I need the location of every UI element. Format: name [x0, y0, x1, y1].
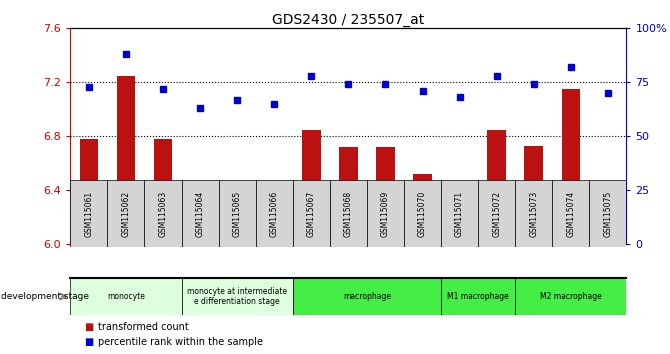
Bar [515, 278, 626, 315]
Text: GSM115065: GSM115065 [232, 190, 242, 236]
Text: M2 macrophage: M2 macrophage [540, 292, 602, 301]
Text: GSM115067: GSM115067 [307, 190, 316, 236]
Text: ■: ■ [84, 322, 93, 332]
Bar [70, 278, 182, 315]
Text: percentile rank within the sample: percentile rank within the sample [98, 337, 263, 347]
Bar [330, 180, 367, 247]
Text: GSM115068: GSM115068 [344, 190, 353, 236]
Bar [377, 147, 395, 244]
Bar [478, 180, 515, 247]
Bar [404, 180, 441, 247]
Bar [107, 180, 145, 247]
Bar [413, 174, 432, 244]
Bar [80, 139, 98, 244]
Bar [515, 180, 552, 247]
Text: macrophage: macrophage [343, 292, 391, 301]
Text: GSM115075: GSM115075 [604, 190, 612, 236]
Text: GSM115071: GSM115071 [455, 190, 464, 236]
Text: GSM115063: GSM115063 [159, 190, 168, 236]
Bar [145, 180, 182, 247]
Bar [228, 182, 247, 244]
Text: GSM115061: GSM115061 [84, 190, 93, 236]
Text: GSM115066: GSM115066 [270, 190, 279, 236]
Text: GSM115069: GSM115069 [381, 190, 390, 236]
Bar [302, 130, 321, 244]
Bar [182, 278, 293, 315]
Text: M1 macrophage: M1 macrophage [448, 292, 509, 301]
Bar [450, 189, 469, 244]
Bar [117, 75, 135, 244]
Bar [339, 147, 358, 244]
Bar [182, 180, 218, 247]
Bar [441, 278, 515, 315]
Text: development stage: development stage [1, 292, 89, 301]
Bar [293, 278, 441, 315]
Bar [265, 238, 283, 244]
Bar [70, 180, 107, 247]
Bar [218, 180, 256, 247]
Bar [552, 180, 590, 247]
Text: GSM115070: GSM115070 [418, 190, 427, 236]
Bar [525, 146, 543, 244]
Title: GDS2430 / 235507_at: GDS2430 / 235507_at [272, 13, 425, 27]
Text: GSM115064: GSM115064 [196, 190, 204, 236]
Bar [256, 180, 293, 247]
Bar [488, 130, 506, 244]
Text: ■: ■ [84, 337, 93, 347]
Bar [599, 183, 617, 244]
Text: transformed count: transformed count [98, 322, 189, 332]
Text: GSM115062: GSM115062 [121, 190, 131, 236]
Text: GSM115072: GSM115072 [492, 190, 501, 236]
Text: monocyte at intermediate
e differentiation stage: monocyte at intermediate e differentiati… [187, 287, 287, 306]
Text: monocyte: monocyte [107, 292, 145, 301]
Bar [367, 180, 404, 247]
Bar [293, 180, 330, 247]
Text: GSM115073: GSM115073 [529, 190, 538, 236]
Bar [590, 180, 626, 247]
Bar [191, 196, 209, 244]
Bar [561, 89, 580, 244]
Text: GSM115074: GSM115074 [566, 190, 576, 236]
Bar [153, 139, 172, 244]
Bar [441, 180, 478, 247]
